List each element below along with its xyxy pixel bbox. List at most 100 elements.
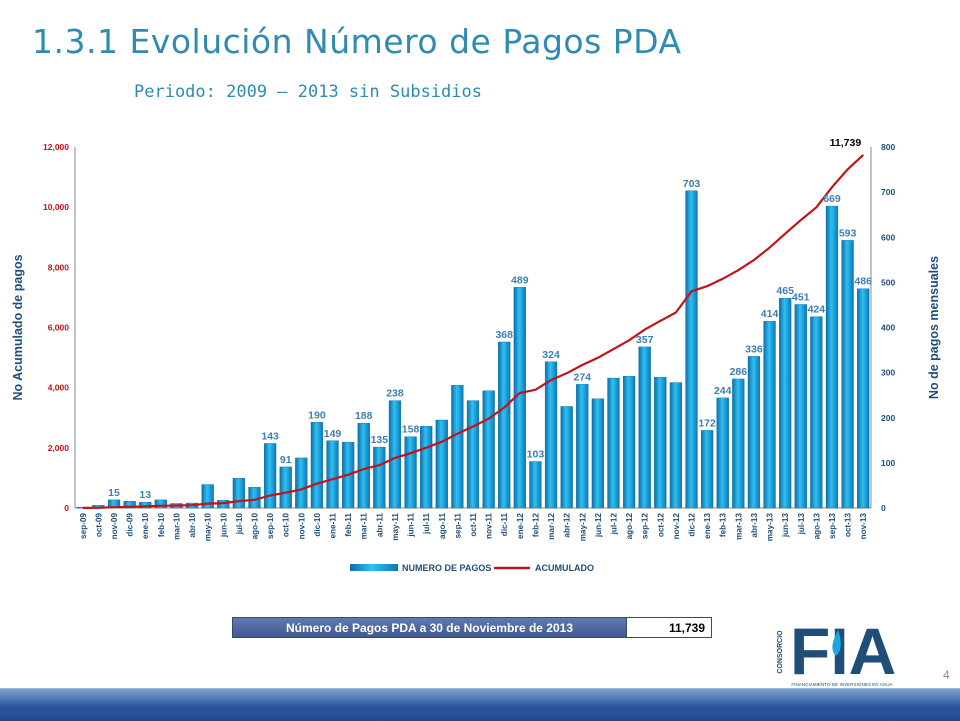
y-tick-label: 10,000: [43, 202, 69, 212]
x-tick-label: oct-11: [469, 513, 478, 537]
x-tick-label: may-11: [391, 513, 400, 541]
logo-letters: FIA: [790, 614, 896, 688]
x-tick-label: nov-09: [110, 513, 119, 540]
bar-data-label: 158: [402, 424, 420, 436]
bar-data-label: 238: [386, 388, 404, 400]
x-tick-label: abr-13: [750, 513, 759, 538]
y-tick-label: 6,000: [48, 323, 70, 333]
bar: [482, 390, 495, 509]
x-tick-label: sep-13: [828, 513, 837, 539]
bar: [201, 484, 214, 509]
bar: [607, 377, 620, 509]
bar-data-label: 465: [776, 285, 794, 297]
bar-data-label: 451: [792, 291, 810, 303]
bar-data-label: 368: [495, 329, 513, 341]
x-tick-label: sep-09: [79, 513, 88, 539]
fia-logo: CONSORCIO FIA FINANCIAMIENTO DE INVERSIO…: [777, 614, 896, 688]
bar-data-label: 190: [308, 409, 326, 421]
x-tick-label: mar-10: [172, 513, 181, 540]
y2-tick-label: 800: [881, 142, 895, 152]
cumulative-end-label: 11,739: [830, 137, 862, 149]
bar: [232, 478, 246, 509]
bar: [435, 419, 448, 509]
y-axis-title: No Acumulado de pagos: [11, 254, 25, 400]
bar: [591, 398, 604, 509]
y2-tick-label: 700: [881, 187, 895, 197]
bar: [700, 430, 714, 509]
bar-data-label: 486: [854, 276, 872, 288]
summary-value: 11,739: [627, 618, 711, 637]
x-tick-label: dic-11: [500, 513, 509, 537]
bar-data-label: 669: [823, 193, 841, 205]
x-tick-label: jul-10: [235, 513, 244, 536]
x-tick-label: ene-12: [516, 513, 525, 539]
bar: [154, 499, 167, 509]
x-tick-label: nov-13: [859, 513, 868, 540]
x-tick-label: abr-10: [188, 513, 197, 538]
bar: [779, 297, 792, 509]
bar-data-label: 244: [714, 385, 732, 397]
bar: [373, 446, 386, 509]
bar: [732, 378, 745, 509]
x-tick-label: may-10: [204, 513, 213, 542]
bar-data-label: 103: [527, 449, 545, 461]
bar: [825, 205, 839, 509]
x-tick-label: dic-09: [126, 513, 135, 537]
x-tick-label: oct-13: [844, 513, 853, 538]
bar: [576, 384, 589, 509]
slide-title: 1.3.1 Evolución Número de Pagos PDA: [32, 22, 682, 61]
bar-data-label: 143: [261, 430, 279, 442]
bar-data-label: 188: [355, 410, 373, 422]
bar-data-label: 149: [324, 428, 342, 440]
bar: [857, 288, 870, 509]
y2-tick-label: 100: [881, 458, 895, 468]
bar-data-label: 15: [108, 487, 120, 499]
x-tick-label: mar-11: [360, 513, 369, 540]
bar: [810, 316, 823, 509]
page-number: 4: [943, 668, 950, 682]
summary-table: Número de Pagos PDA a 30 de Noviembre de…: [232, 617, 712, 638]
x-tick-label: feb-10: [157, 513, 166, 538]
y2-tick-label: 200: [881, 413, 895, 423]
bar: [544, 361, 558, 509]
bar-data-label: 357: [636, 334, 654, 346]
bar-data-label: 324: [542, 349, 560, 361]
x-tick-label: mar-13: [734, 513, 743, 540]
bar: [139, 501, 152, 509]
y2-axis-title: No de pagos mensuales: [927, 256, 941, 399]
bar: [123, 501, 136, 509]
bar-data-label: 489: [511, 274, 529, 286]
y-tick-label: 0: [64, 503, 69, 513]
bar: [295, 457, 308, 509]
bar: [560, 406, 573, 509]
legend-bar-swatch: [350, 564, 398, 571]
x-tick-label: abr-12: [563, 513, 572, 538]
x-tick-label: mar-12: [547, 513, 556, 540]
x-tick-label: abr-11: [375, 513, 384, 538]
bar: [263, 443, 277, 509]
y2-tick-label: 500: [881, 277, 895, 287]
cumulative-line: [82, 154, 864, 509]
bar-data-label: 13: [139, 489, 151, 501]
bar: [654, 376, 667, 509]
x-tick-label: nov-12: [672, 513, 681, 540]
legend-line-label: ACUMULADO: [535, 563, 594, 573]
x-tick-label: feb-12: [531, 513, 540, 538]
bar: [529, 461, 542, 509]
bar-data-label: 424: [808, 304, 826, 316]
y2-tick-label: 300: [881, 368, 895, 378]
x-tick-label: oct-09: [94, 513, 103, 538]
bar: [841, 240, 854, 509]
bar: [716, 397, 729, 509]
bar-data-label: 91: [280, 454, 292, 466]
logo-vertical-text: CONSORCIO: [777, 630, 784, 674]
bar-data-label: 172: [698, 417, 716, 429]
x-tick-label: feb-13: [719, 513, 728, 538]
bar: [388, 400, 402, 509]
bar: [498, 341, 511, 509]
bar-data-label: 593: [839, 227, 857, 239]
y2-tick-label: 600: [881, 232, 895, 242]
bar: [326, 440, 339, 509]
y2-tick-label: 400: [881, 323, 895, 333]
summary-label: Número de Pagos PDA a 30 de Noviembre de…: [233, 618, 627, 637]
